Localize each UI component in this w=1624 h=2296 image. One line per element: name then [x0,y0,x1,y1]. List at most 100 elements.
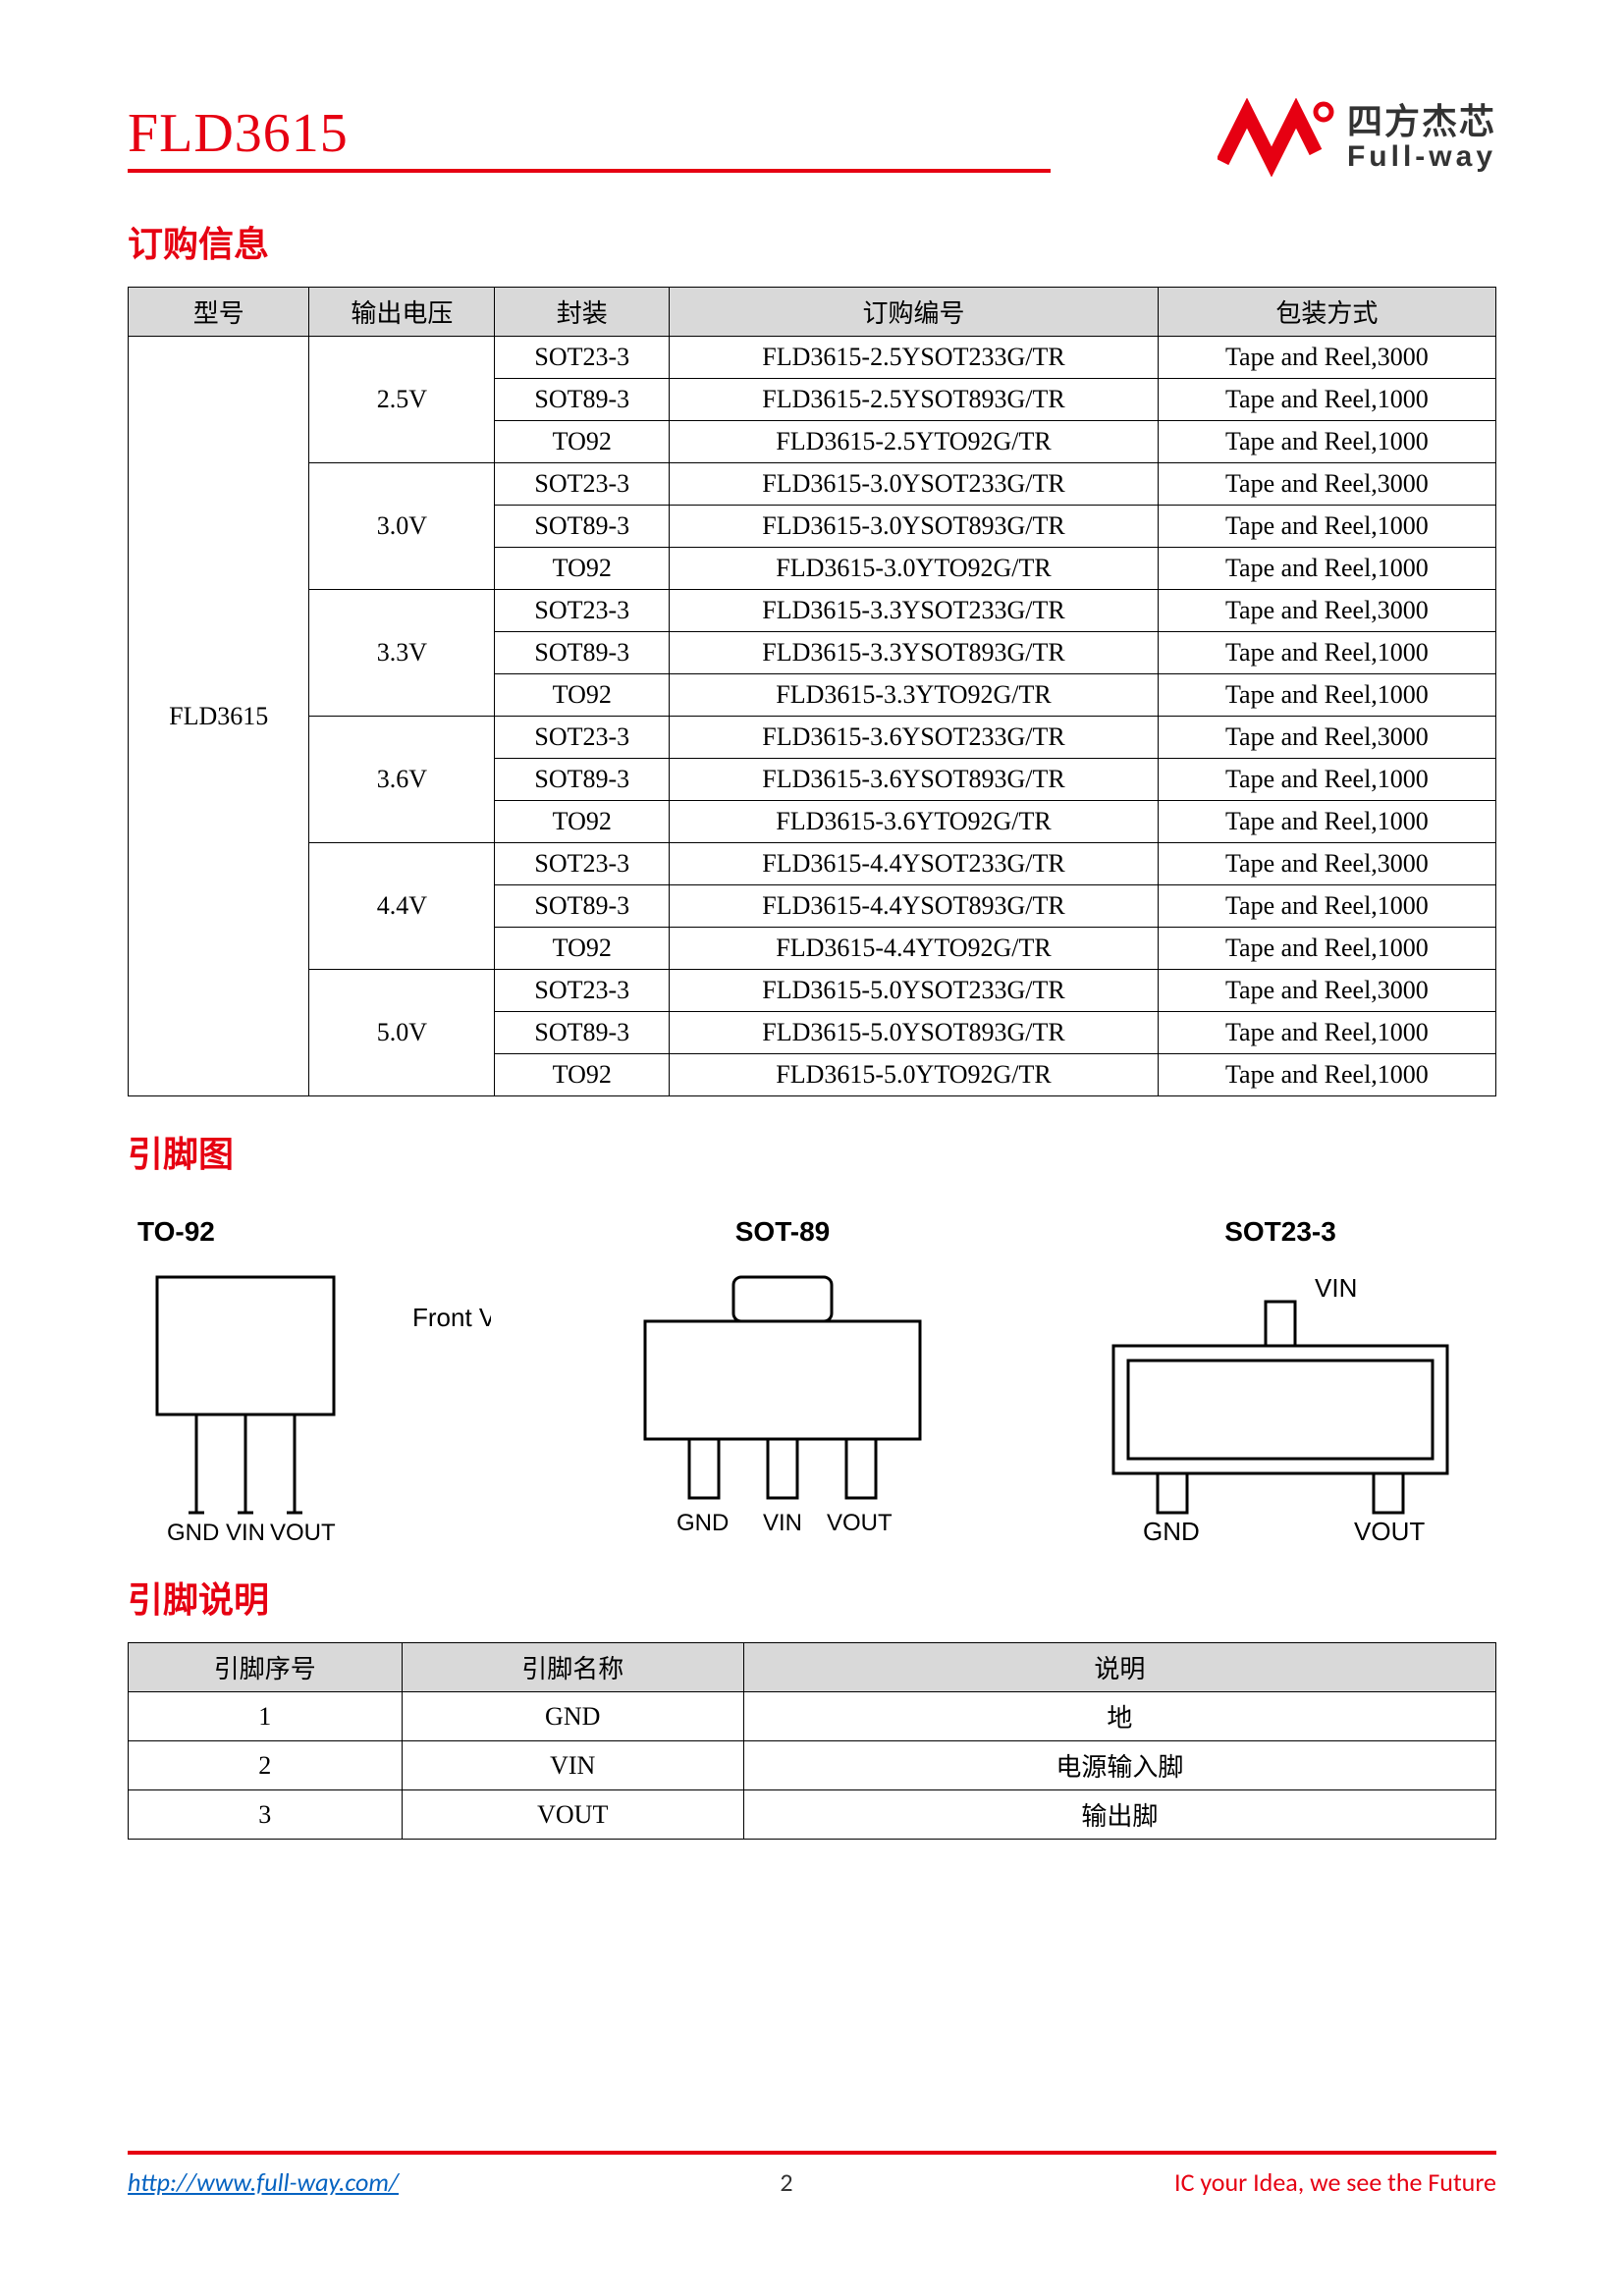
orderpn-cell: FLD3615-3.3YSOT233G/TR [670,590,1159,632]
package-cell: TO92 [495,801,670,843]
packing-cell: Tape and Reel,1000 [1158,759,1495,801]
voltage-cell: 4.4V [309,843,495,970]
orderpn-cell: FLD3615-4.4YSOT233G/TR [670,843,1159,885]
pin-cell: VOUT [402,1790,743,1840]
footer-url-link[interactable]: http://www.full-way.com/ [128,2166,399,2198]
table-row: 4.4VSOT23-3FLD3615-4.4YSOT233G/TRTape an… [129,843,1496,885]
packing-cell: Tape and Reel,3000 [1158,843,1495,885]
orderpn-cell: FLD3615-4.4YTO92G/TR [670,928,1159,970]
ordering-header-cell: 包装方式 [1158,288,1495,337]
to92-pin-vin: VIN [226,1520,265,1542]
orderpn-cell: FLD3615-2.5YTO92G/TR [670,421,1159,463]
orderpn-cell: FLD3615-3.0YSOT893G/TR [670,506,1159,548]
table-row: 1GND地 [129,1692,1496,1741]
pin-cell: 3 [129,1790,403,1840]
packing-cell: Tape and Reel,3000 [1158,717,1495,759]
orderpn-cell: FLD3615-3.6YTO92G/TR [670,801,1159,843]
packing-cell: Tape and Reel,1000 [1158,1012,1495,1054]
packing-cell: Tape and Reel,1000 [1158,506,1495,548]
diagram-sot89: SOT-89 GND VIN VOUT [596,1216,969,1542]
packing-cell: Tape and Reel,1000 [1158,1054,1495,1096]
package-cell: TO92 [495,674,670,717]
diagram-title-sot89: SOT-89 [735,1216,830,1248]
pin-cell: VIN [402,1741,743,1790]
packing-cell: Tape and Reel,1000 [1158,674,1495,717]
package-cell: SOT23-3 [495,717,670,759]
table-row: 2VIN电源输入脚 [129,1741,1496,1790]
model-cell: FLD3615 [129,337,309,1096]
pin-diagrams: TO-92 Front View GND VIN VOUT SOT-89 GND… [128,1216,1496,1542]
orderpn-cell: FLD3615-5.0YTO92G/TR [670,1054,1159,1096]
package-cell: SOT23-3 [495,970,670,1012]
orderpn-cell: FLD3615-5.0YSOT893G/TR [670,1012,1159,1054]
voltage-cell: 3.3V [309,590,495,717]
section-title-pindesc: 引脚说明 [128,1572,1496,1623]
ordering-header-cell: 封装 [495,288,670,337]
footer-tagline: IC your Idea, we see the Future [1174,2166,1496,2198]
sot89-svg: GND VIN VOUT [596,1267,969,1542]
orderpn-cell: FLD3615-3.0YTO92G/TR [670,548,1159,590]
packing-cell: Tape and Reel,1000 [1158,379,1495,421]
orderpn-cell: FLD3615-2.5YSOT893G/TR [670,379,1159,421]
pin-cell: 电源输入脚 [743,1741,1495,1790]
to92-pin-gnd: GND [167,1520,219,1542]
pin-cell: GND [402,1692,743,1741]
package-cell: TO92 [495,421,670,463]
logo-icon [1218,98,1335,177]
ordering-header-cell: 输出电压 [309,288,495,337]
to92-svg: Front View GND VIN VOUT [137,1267,491,1542]
package-cell: TO92 [495,548,670,590]
package-cell: SOT23-3 [495,590,670,632]
pin-cell: 输出脚 [743,1790,1495,1840]
packing-cell: Tape and Reel,1000 [1158,885,1495,928]
package-cell: SOT23-3 [495,463,670,506]
table-row: 3.6VSOT23-3FLD3615-3.6YSOT233G/TRTape an… [129,717,1496,759]
pin-cell: 1 [129,1692,403,1741]
packing-cell: Tape and Reel,1000 [1158,632,1495,674]
package-cell: SOT89-3 [495,632,670,674]
pin-description-table: 引脚序号引脚名称说明 1GND地2VIN电源输入脚3VOUT输出脚 [128,1642,1496,1840]
orderpn-cell: FLD3615-3.6YSOT893G/TR [670,759,1159,801]
section-title-ordering: 订购信息 [128,216,1496,267]
packing-cell: Tape and Reel,1000 [1158,801,1495,843]
table-row: FLD36152.5VSOT23-3FLD3615-2.5YSOT233G/TR… [129,337,1496,379]
logo-text-cn: 四方杰芯 [1347,102,1496,141]
front-view-label: Front View [412,1303,491,1332]
package-cell: SOT89-3 [495,379,670,421]
part-number-title: FLD3615 [128,102,1051,173]
orderpn-cell: FLD3615-3.3YSOT893G/TR [670,632,1159,674]
packing-cell: Tape and Reel,3000 [1158,590,1495,632]
packing-cell: Tape and Reel,1000 [1158,421,1495,463]
page-footer: http://www.full-way.com/ 2 IC your Idea,… [128,2151,1496,2198]
package-cell: TO92 [495,1054,670,1096]
orderpn-cell: FLD3615-3.3YTO92G/TR [670,674,1159,717]
diagram-sot23: SOT23-3 VIN GND VOUT [1074,1216,1487,1542]
table-row: 5.0VSOT23-3FLD3615-5.0YSOT233G/TRTape an… [129,970,1496,1012]
footer-page-number: 2 [780,2166,792,2198]
diagram-title-to92: TO-92 [137,1216,215,1248]
package-cell: SOT89-3 [495,759,670,801]
ordering-header-cell: 订购编号 [670,288,1159,337]
table-row: 3VOUT输出脚 [129,1790,1496,1840]
packing-cell: Tape and Reel,1000 [1158,548,1495,590]
sot89-pin-gnd: GND [677,1510,729,1536]
orderpn-cell: FLD3615-2.5YSOT233G/TR [670,337,1159,379]
page-header: FLD3615 四方杰芯 Full-way [128,98,1496,177]
sot89-pin-vin: VIN [763,1510,802,1536]
diagram-title-sot23: SOT23-3 [1224,1216,1336,1248]
ordering-table: 型号输出电压封装订购编号包装方式 FLD36152.5VSOT23-3FLD36… [128,287,1496,1096]
packing-cell: Tape and Reel,1000 [1158,928,1495,970]
packing-cell: Tape and Reel,3000 [1158,337,1495,379]
sot23-pin-vout: VOUT [1354,1517,1425,1542]
orderpn-cell: FLD3615-3.0YSOT233G/TR [670,463,1159,506]
package-cell: TO92 [495,928,670,970]
sot23-pin-vin: VIN [1315,1273,1357,1303]
voltage-cell: 2.5V [309,337,495,463]
pin-cell: 2 [129,1741,403,1790]
orderpn-cell: FLD3615-4.4YSOT893G/TR [670,885,1159,928]
company-logo: 四方杰芯 Full-way [1218,98,1496,177]
pin-header-cell: 引脚名称 [402,1643,743,1692]
pin-header-cell: 说明 [743,1643,1495,1692]
package-cell: SOT89-3 [495,1012,670,1054]
table-row: 3.0VSOT23-3FLD3615-3.0YSOT233G/TRTape an… [129,463,1496,506]
